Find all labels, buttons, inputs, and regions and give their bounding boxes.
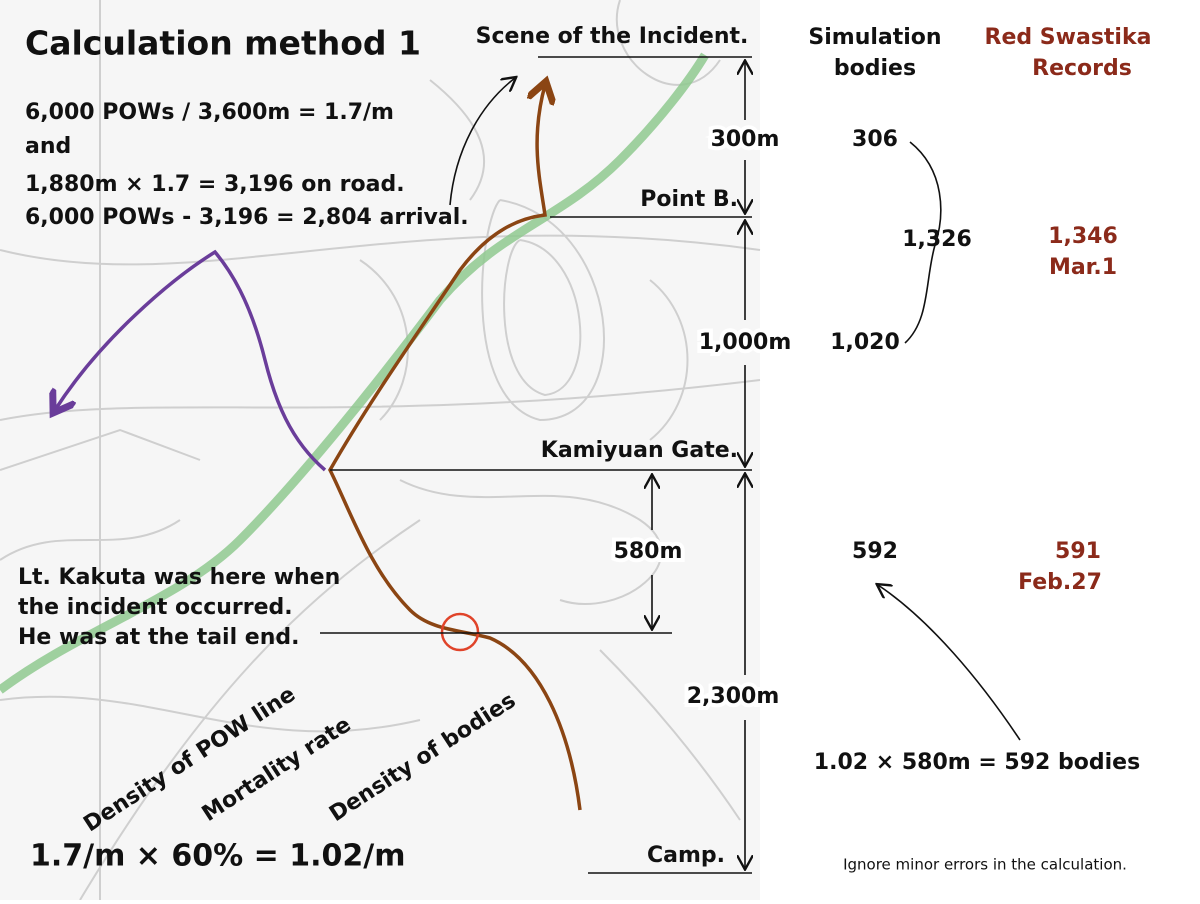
place-label: Point B. <box>640 187 738 212</box>
note: Ignore minor errors in the calculation. <box>843 856 1127 874</box>
calc-line: 6,000 POWs - 3,196 = 2,804 arrival. <box>25 205 469 230</box>
kakuta-note: Lt. Kakuta was here when <box>18 565 340 590</box>
place-label: Kamiyuan Gate. <box>541 438 738 463</box>
record-value: 591 <box>1055 539 1101 564</box>
simulation-value: 1,020 <box>830 330 900 355</box>
column-header: Records <box>1032 56 1132 81</box>
record-date: Feb.27 <box>1018 570 1102 595</box>
record-value: 1,346 <box>1048 224 1118 249</box>
kakuta-note: He was at the tail end. <box>18 625 300 650</box>
column-header: Red Swastika <box>985 25 1152 50</box>
guide-lines <box>320 56 1021 874</box>
simulation-value: 1,326 <box>902 227 972 252</box>
place-label: Scene of the Incident. <box>476 24 749 49</box>
column-header: Simulation <box>808 25 941 50</box>
distance-label: 580m <box>614 539 683 564</box>
distance-label: 1,000m <box>699 330 792 355</box>
simulation-value: 306 <box>852 127 898 152</box>
distance-label: 300m <box>711 127 780 152</box>
place-label: Camp. <box>647 843 725 868</box>
simulation-value: 592 <box>852 539 898 564</box>
escape-route <box>55 249 327 472</box>
bodies-formula: 1.02 × 580m = 592 bodies <box>814 750 1140 775</box>
formula: 1.7/m × 60% = 1.02/m <box>30 839 405 874</box>
record-date: Mar.1 <box>1049 255 1117 280</box>
calc-line: 1,880m × 1.7 = 3,196 on road. <box>25 172 405 197</box>
kakuta-note: the incident occurred. <box>18 595 293 620</box>
kakuta-position <box>440 612 480 652</box>
road <box>0 52 709 694</box>
calc-line: and <box>25 134 71 159</box>
distance-label: 2,300m <box>687 684 780 709</box>
title: Calculation method 1 <box>25 24 421 63</box>
column-header: bodies <box>834 56 916 81</box>
calc-line: 6,000 POWs / 3,600m = 1.7/m <box>25 100 394 125</box>
